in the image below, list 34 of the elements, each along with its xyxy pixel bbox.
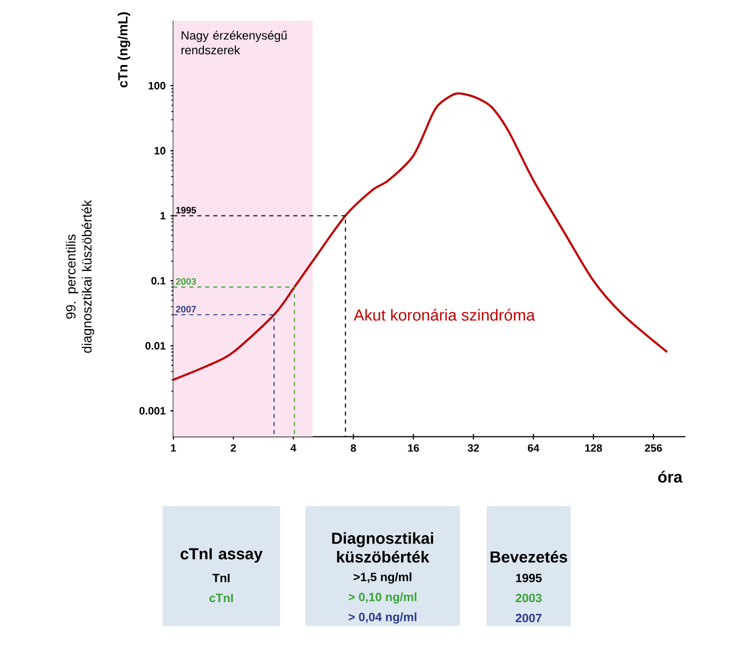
y-tick-label: 0.1 [151,276,166,285]
x-axis-title: óra [658,470,683,483]
x-tick-label: 256 [644,444,662,452]
y-tick-label: 0.001 [140,407,166,415]
series-label: 1995 [176,206,196,214]
band-label: Nagy érzékenységű rendszerek [182,30,287,54]
text: >1,5 ng/ml [354,572,412,584]
text: Diagnosztikai küszöbérték [332,532,434,563]
y-tick-label: 0.01 [145,342,166,350]
y-axis-title: cTn (ng/mL) [118,12,130,88]
text: cTnI [209,594,233,602]
text: > 0,04 ng/ml [348,612,416,624]
text: cTnI assay [180,548,263,563]
text: 2003 [516,594,542,602]
x-tick-label: 16 [408,444,419,452]
text: 2007 [516,614,542,622]
x-tick-label: 8 [350,444,356,452]
annotation: Akut koronária szindróma [354,308,536,321]
y-tick-label: 1 [160,212,166,220]
text: TnI [212,574,230,582]
text: 1995 [516,574,542,582]
x-tick-label: 128 [585,444,602,452]
y-tick-label: 10 [154,146,166,154]
series-label: 2007 [176,306,196,312]
text: 99. percentilis diagnosztikai küszöbérték [66,200,94,353]
series-label: 2003 [176,278,196,285]
x-tick-label: 2 [230,444,236,452]
x-tick-label: 4 [290,444,296,452]
text: > 0,10 ng/ml [348,592,416,604]
x-tick-label: 32 [468,444,479,452]
text: Bevezetés [490,550,568,563]
x-tick-label: 64 [528,444,540,452]
x-tick-label: 1 [171,444,176,452]
y-tick-label: 100 [148,82,166,90]
